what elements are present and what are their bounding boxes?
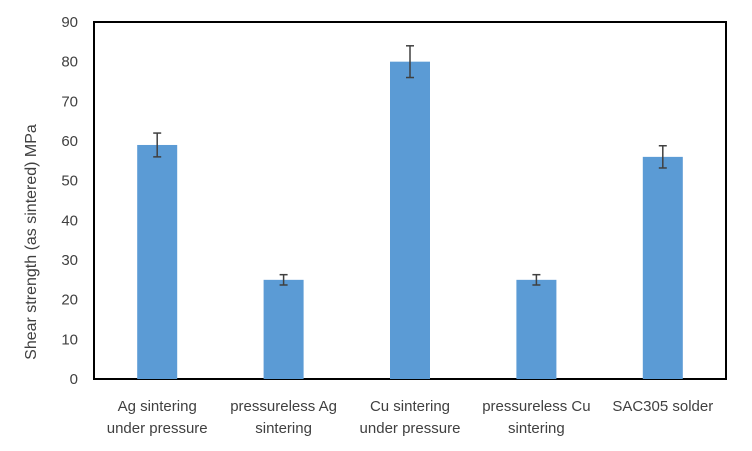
y-tick-label: 80 xyxy=(61,54,78,71)
y-tick-label: 60 xyxy=(61,133,78,150)
x-category-label: pressureless Ag sintering xyxy=(230,398,337,437)
bars-group xyxy=(137,61,683,380)
x-category-label-line: Ag sintering xyxy=(118,398,197,415)
error-bar xyxy=(153,132,162,158)
x-category-label-line: Cu sintering xyxy=(370,398,450,415)
bar xyxy=(263,279,304,379)
y-axis-label: Shear strength (as sintered) MPa xyxy=(23,124,40,360)
x-category-label-line: under pressure xyxy=(360,420,461,437)
y-tick-labels: 0 10 20 30 40 50 60 70 80 90 xyxy=(61,14,78,388)
bar xyxy=(516,279,557,379)
y-tick-label: 40 xyxy=(61,212,78,229)
x-category-label-line: sintering xyxy=(508,420,565,437)
x-category-label: Cu sintering under pressure xyxy=(360,398,461,437)
y-tick-label: 0 xyxy=(70,371,78,388)
bar xyxy=(390,61,430,380)
error-bar xyxy=(658,145,667,169)
x-category-label: Ag sintering under pressure xyxy=(107,398,208,437)
bar xyxy=(642,156,683,379)
x-category-label-line: SAC305 solder xyxy=(612,398,713,415)
y-tick-label: 50 xyxy=(61,173,78,190)
x-category-label-line: under pressure xyxy=(107,420,208,437)
y-tick-label: 30 xyxy=(61,252,78,269)
y-tick-label: 90 xyxy=(61,14,78,31)
x-category-label: pressureless Cu sintering xyxy=(482,398,590,437)
error-bar xyxy=(406,45,414,79)
x-category-labels: Ag sintering under pressure pressureless A… xyxy=(107,398,714,437)
x-category-label-line: pressureless Ag xyxy=(230,398,337,415)
y-tick-label: 10 xyxy=(61,331,78,348)
y-tick-label: 20 xyxy=(61,292,78,309)
error-bar xyxy=(532,273,541,286)
y-tick-label: 70 xyxy=(61,93,78,110)
bar xyxy=(137,144,178,379)
x-category-label-line: sintering xyxy=(255,420,312,437)
x-category-label: SAC305 solder xyxy=(612,398,713,415)
error-bar xyxy=(279,273,288,286)
error-bars-group xyxy=(153,45,667,286)
x-category-label-line: pressureless Cu xyxy=(482,398,590,415)
